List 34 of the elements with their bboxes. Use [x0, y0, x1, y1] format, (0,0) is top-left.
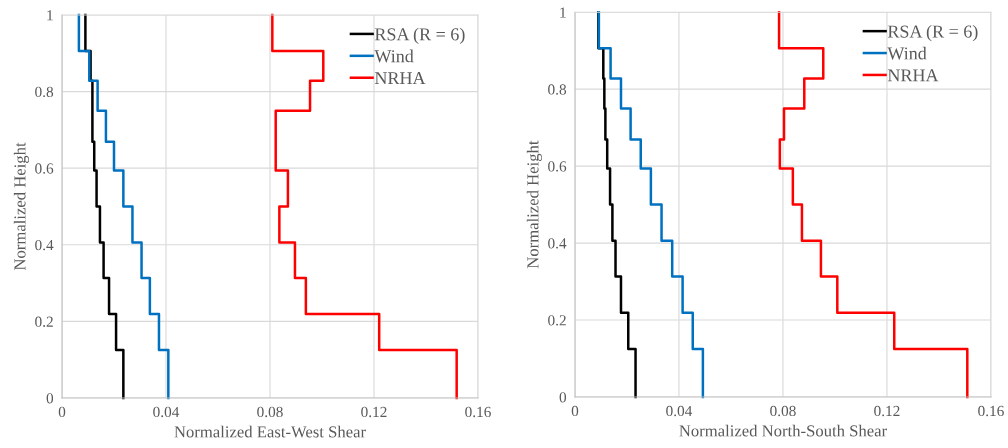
y-tick-label: 0.8 [35, 86, 54, 98]
y-tick-label: 1 [47, 10, 53, 21]
y-tick-label: 0 [46, 393, 54, 404]
y-axis-title: Normalized Height [13, 142, 30, 271]
y-tick-label: 0.2 [35, 316, 53, 327]
x-tick-label: 0 [58, 406, 66, 418]
y-tick-label: 1 [560, 7, 566, 18]
y-tick-label: 0.8 [548, 84, 567, 95]
line-series [597, 10, 705, 399]
x-tick-label: 0.08 [257, 406, 283, 418]
legend-label: NRHA [374, 72, 426, 85]
y-tick-label: 0.4 [35, 239, 54, 251]
x-tick-label: 0.12 [874, 405, 900, 417]
legend-label: Wind [887, 46, 927, 60]
x-tick-label: 0.16 [465, 406, 491, 418]
x-axis-title: Normalized East-West Shear [174, 425, 366, 438]
y-tick-label: 0.2 [548, 315, 566, 326]
x-tick-label: 0.04 [153, 406, 180, 418]
y-tick-label: 0 [559, 392, 567, 403]
x-tick-label: 0 [571, 405, 579, 417]
x-tick-label: 0.04 [666, 405, 693, 417]
legend-label: Wind [374, 49, 414, 63]
x-tick-label: 0.16 [978, 405, 1004, 417]
x-axis-title: Normalized North-South Shear [679, 424, 887, 437]
y-axis-title: Normalized Height [526, 140, 542, 269]
legend-label: RSA (R = 6) [374, 27, 465, 45]
legend-label: NRHA [887, 69, 939, 82]
legend-label: RSA (R = 6) [887, 24, 978, 42]
x-tick-label: 0.08 [770, 405, 796, 417]
line-series [77, 13, 170, 400]
y-tick-label: 0.4 [548, 238, 567, 249]
y-tick-label: 0.6 [35, 163, 54, 174]
x-tick-label: 0.12 [361, 406, 387, 418]
y-tick-label: 0.6 [548, 161, 567, 172]
